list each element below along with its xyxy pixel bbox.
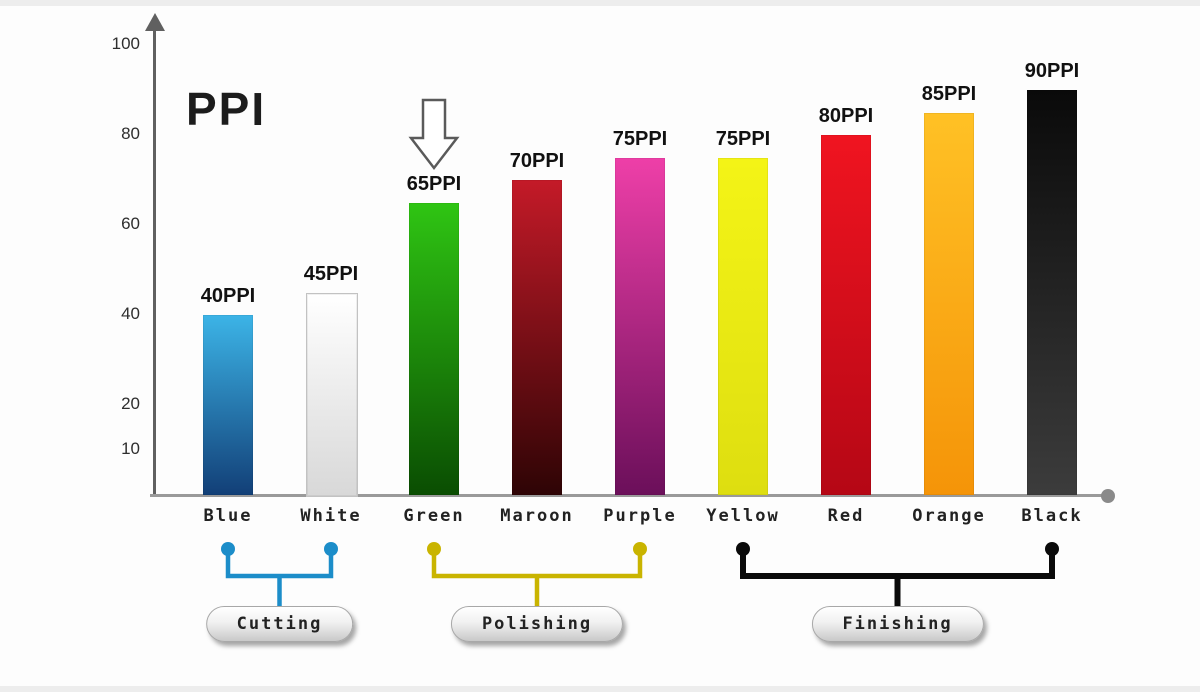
y-tick-label: 40 (121, 304, 140, 323)
x-axis-end-dot-icon (1101, 489, 1115, 503)
group-bracket-polishing (431, 549, 643, 606)
bar-blue (203, 315, 253, 495)
y-axis-arrow-icon (145, 13, 165, 31)
y-tick-label: 20 (121, 394, 140, 413)
bar-value-label: 40PPI (200, 285, 256, 307)
group-bracket-cutting (225, 549, 334, 606)
group-pill-finishing: Finishing (811, 606, 984, 642)
x-category-label: Green (403, 506, 465, 526)
x-category-label: Red (827, 506, 865, 526)
bar-value-label: 90PPI (1024, 60, 1080, 82)
x-category-label: Orange (912, 506, 986, 526)
bar-value-label: 45PPI (303, 262, 359, 285)
y-axis-line (153, 30, 156, 496)
y-tick-label: 10 (121, 439, 140, 458)
group-bracket-dot-icon (221, 542, 235, 556)
bar-value-label: 75PPI (612, 127, 668, 150)
bottom-edge-strip (0, 686, 1200, 692)
group-bracket-dot-icon (324, 542, 338, 556)
y-tick-label: 100 (111, 34, 140, 53)
bar-purple (615, 157, 665, 495)
y-tick-label: 60 (121, 214, 140, 233)
bar-maroon (512, 180, 562, 495)
group-pill-polishing: Polishing (450, 606, 624, 642)
bar-black (1027, 90, 1077, 495)
down-arrow-icon (408, 98, 460, 171)
y-tick-label: 80 (121, 124, 140, 143)
x-category-label: White (300, 506, 362, 526)
x-category-label: Maroon (500, 506, 574, 526)
x-category-label: Purple (603, 506, 677, 526)
group-bracket-dot-icon (1045, 542, 1059, 556)
bar-value-label: 65PPI (406, 172, 462, 195)
group-bracket-finishing (740, 549, 1055, 606)
bar-value-label: 70PPI (509, 150, 565, 172)
bar-red (821, 135, 871, 495)
bar-value-label: 75PPI (715, 127, 771, 150)
bar-green (409, 202, 459, 495)
bar-yellow (718, 157, 768, 495)
x-category-label: Black (1021, 506, 1083, 526)
x-category-label: Yellow (706, 506, 780, 526)
x-category-label: Blue (203, 506, 253, 526)
x-axis-line (150, 494, 1108, 497)
group-bracket-dot-icon (427, 542, 441, 556)
bar-orange (924, 112, 974, 495)
group-bracket-dot-icon (736, 542, 750, 556)
top-edge-strip (0, 0, 1200, 6)
bar-white (306, 292, 358, 497)
bar-value-label: 80PPI (818, 105, 874, 127)
group-bracket-dot-icon (633, 542, 647, 556)
group-pill-cutting: Cutting (205, 606, 354, 642)
chart-title: PPI (186, 83, 267, 135)
bar-value-label: 85PPI (921, 82, 977, 105)
